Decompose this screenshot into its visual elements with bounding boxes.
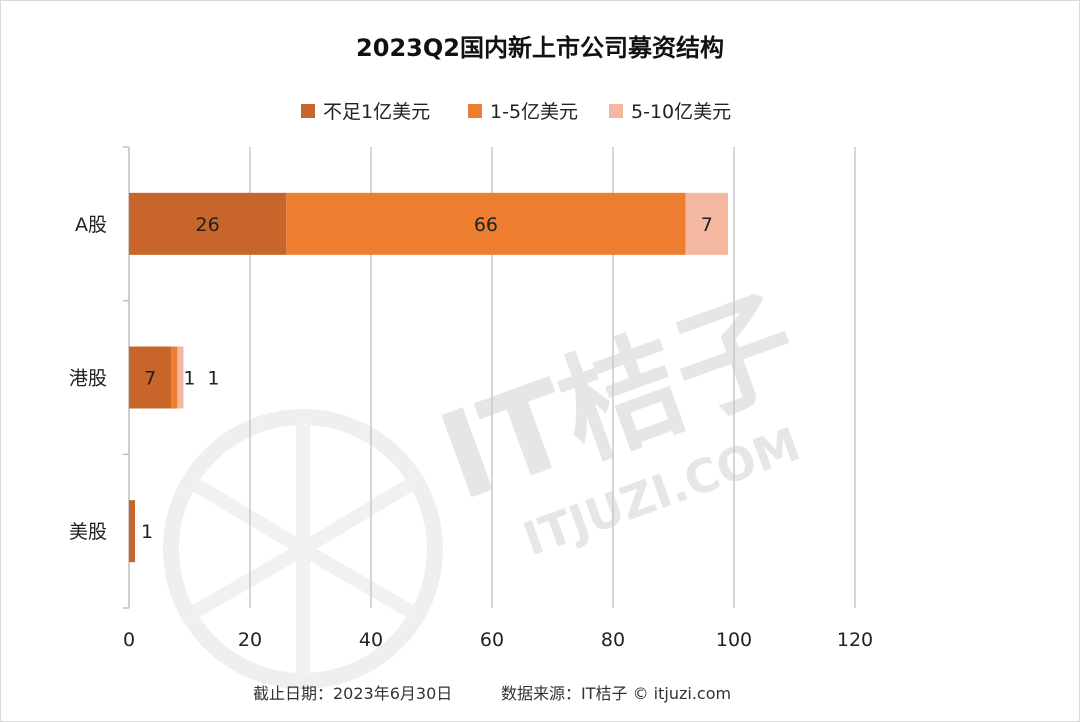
x-tick-label: 60 bbox=[480, 629, 504, 651]
x-tick-label: 100 bbox=[716, 629, 752, 651]
x-tick-label: 0 bbox=[123, 629, 135, 651]
chart-legend: 不足1亿美元 1-5亿美元 5-10亿美元 bbox=[301, 101, 731, 123]
legend-swatch bbox=[609, 104, 623, 118]
legend-label: 5-10亿美元 bbox=[631, 101, 731, 123]
x-tick-label: 40 bbox=[359, 629, 383, 651]
x-tick-label: 80 bbox=[601, 629, 625, 651]
footer-source: 数据来源：IT桔子 © itjuzi.com bbox=[501, 684, 731, 703]
bar-segment bbox=[685, 192, 728, 255]
brand-logo-icon bbox=[8, 690, 45, 710]
x-tick-label: 20 bbox=[238, 629, 262, 651]
data-label: 1 bbox=[207, 368, 219, 390]
bar-segment bbox=[177, 346, 184, 409]
watermark-orange-segments-icon bbox=[189, 421, 417, 677]
category-label: 美股 bbox=[69, 521, 107, 543]
chart-bars bbox=[129, 192, 728, 563]
bar-segment bbox=[129, 500, 136, 563]
chart-title: 2023Q2国内新上市公司募资结构 bbox=[356, 34, 724, 62]
data-label: 66 bbox=[474, 214, 498, 236]
legend-label: 1-5亿美元 bbox=[490, 101, 578, 123]
brand-name: 大数跨境 bbox=[51, 690, 123, 712]
bar-segment bbox=[171, 346, 178, 409]
legend-label: 不足1亿美元 bbox=[323, 101, 430, 123]
watermark-orange-icon bbox=[163, 409, 443, 689]
chart-x-tick-labels: 0 20 40 60 80 100 120 bbox=[123, 629, 873, 651]
category-label: 港股 bbox=[69, 368, 107, 390]
data-label: 7 bbox=[701, 214, 713, 236]
bar-segment bbox=[286, 192, 686, 255]
overlay-brand: 大数跨境 bbox=[8, 690, 123, 712]
chart-data-labels: 26 66 77 1 11 bbox=[141, 214, 713, 543]
x-tick-label: 120 bbox=[837, 629, 873, 651]
category-label: A股 bbox=[75, 214, 107, 236]
legend-swatch bbox=[301, 104, 315, 118]
data-label: 1 bbox=[141, 521, 153, 543]
data-label: 26 bbox=[196, 214, 220, 236]
data-label: 7 bbox=[144, 368, 156, 390]
footer-date: 截止日期：2023年6月30日 bbox=[253, 684, 452, 703]
chart-axes bbox=[123, 146, 130, 609]
watermark: IT桔子 ITJUZI.COM bbox=[163, 272, 815, 689]
legend-swatch bbox=[468, 104, 482, 118]
bar-segment bbox=[129, 346, 172, 409]
bar-segment bbox=[129, 192, 287, 255]
data-label: 1 bbox=[183, 368, 195, 390]
